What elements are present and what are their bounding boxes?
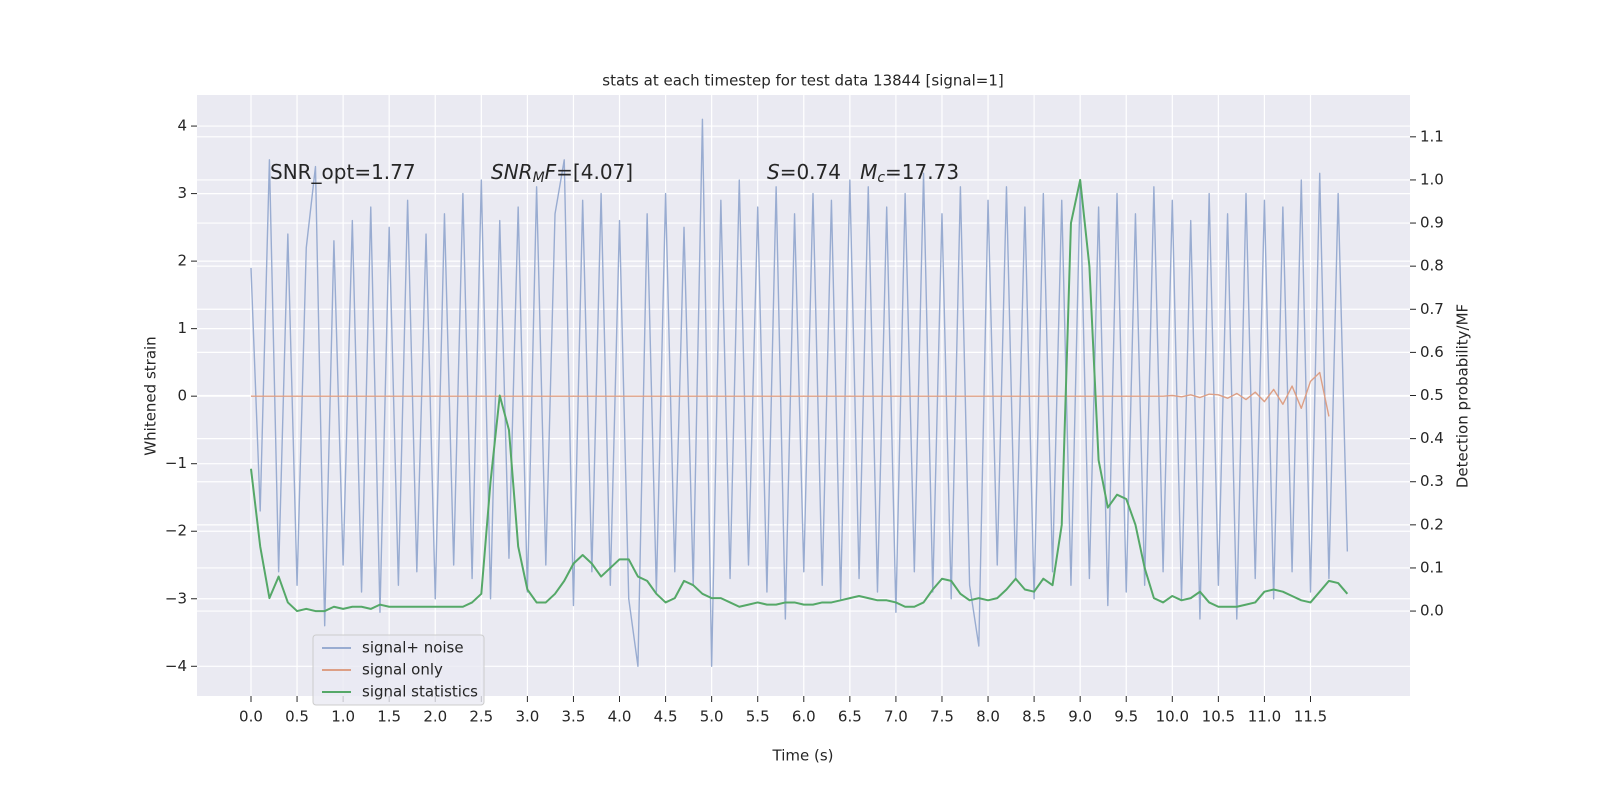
x-tick-label: 3.5 [562,708,586,726]
y2-tick-label: 0.1 [1420,558,1444,576]
y2-tick-label: 0.9 [1420,214,1444,232]
y2-tick-label: 1.1 [1420,127,1444,145]
annotation: SNRMF=[4.07] [491,160,633,187]
legend-label: signal only [362,661,443,679]
x-tick-label: 6.0 [792,708,816,726]
legend-label: signal+ noise [362,639,464,657]
y2-tick-label: 0.7 [1420,300,1444,318]
chart-title: stats at each timestep for test data 138… [602,72,1003,90]
x-tick-label: 8.5 [1022,708,1046,726]
annotation: SNR_opt=1.77 [270,160,416,184]
x-tick-label: 10.5 [1202,708,1235,726]
y2-tick-label: 0.6 [1420,343,1444,361]
y2-tick-label: 0.2 [1420,515,1444,533]
legend-box [312,634,485,706]
annotation-part: M [533,170,545,186]
annotation-part: =17.73 [885,160,959,184]
x-axis-label: Time (s) [772,747,834,765]
series-line [250,118,1349,667]
y-tick-label: 2 [177,252,187,270]
x-tick-label: 1.0 [331,708,355,726]
y-tick-label: 4 [177,117,187,135]
y2-tick-label: 0.8 [1420,257,1444,275]
y2-tick-label: 0.3 [1420,472,1444,490]
annotation-part: S [767,160,780,184]
y2-axis-label: Detection probability/MF [1454,304,1472,488]
y2-tick-label: 0.4 [1420,429,1444,447]
y-tick-label: −4 [165,657,187,675]
y-tick-label: 3 [177,184,187,202]
x-tick-label: 0.0 [239,708,263,726]
annotation-part: =0.74 [780,160,860,184]
series-line [249,178,1349,613]
y-tick-label: −3 [165,589,187,607]
x-tick-label: 2.0 [423,708,447,726]
y2-tick-label: 0.0 [1420,602,1444,620]
x-tick-label: 9.5 [1114,708,1138,726]
x-tick-label: 3.0 [515,708,539,726]
x-tick-label: 2.5 [469,708,493,726]
x-tick-label: 11.0 [1248,708,1281,726]
annotation-part: =[4.07] [556,160,633,184]
x-tick-label: 6.5 [838,708,862,726]
x-tick-label: 9.0 [1068,708,1092,726]
y-tick-label: 1 [177,319,187,337]
annotation: S=0.74 Mc=17.73 [767,160,959,187]
y2-tick-label: 1.0 [1420,170,1444,188]
y-tick-label: −2 [165,522,187,540]
annotation-part: SNR_opt=1.77 [270,160,416,184]
x-tick-label: 7.0 [884,708,908,726]
series-line [250,371,1330,417]
x-tick-label: 1.5 [377,708,401,726]
y-axis-label: Whitened strain [142,336,160,455]
x-tick-label: 0.5 [285,708,309,726]
x-tick-label: 5.5 [746,708,770,726]
x-tick-label: 4.0 [608,708,632,726]
legend-label: signal statistics [362,683,478,701]
y-tick-label: 0 [177,387,187,405]
x-tick-label: 11.5 [1294,708,1327,726]
annotation-part: F [545,160,557,184]
annotation-part: M [860,160,877,184]
annotation-part: SNR [491,160,533,184]
x-tick-label: 8.0 [976,708,1000,726]
x-tick-label: 7.5 [930,708,954,726]
x-tick-label: 5.0 [700,708,724,726]
x-tick-label: 4.5 [654,708,678,726]
x-tick-label: 10.0 [1156,708,1189,726]
annotation-part: c [877,170,885,186]
y2-tick-label: 0.5 [1420,386,1444,404]
y-tick-label: −1 [165,454,187,472]
